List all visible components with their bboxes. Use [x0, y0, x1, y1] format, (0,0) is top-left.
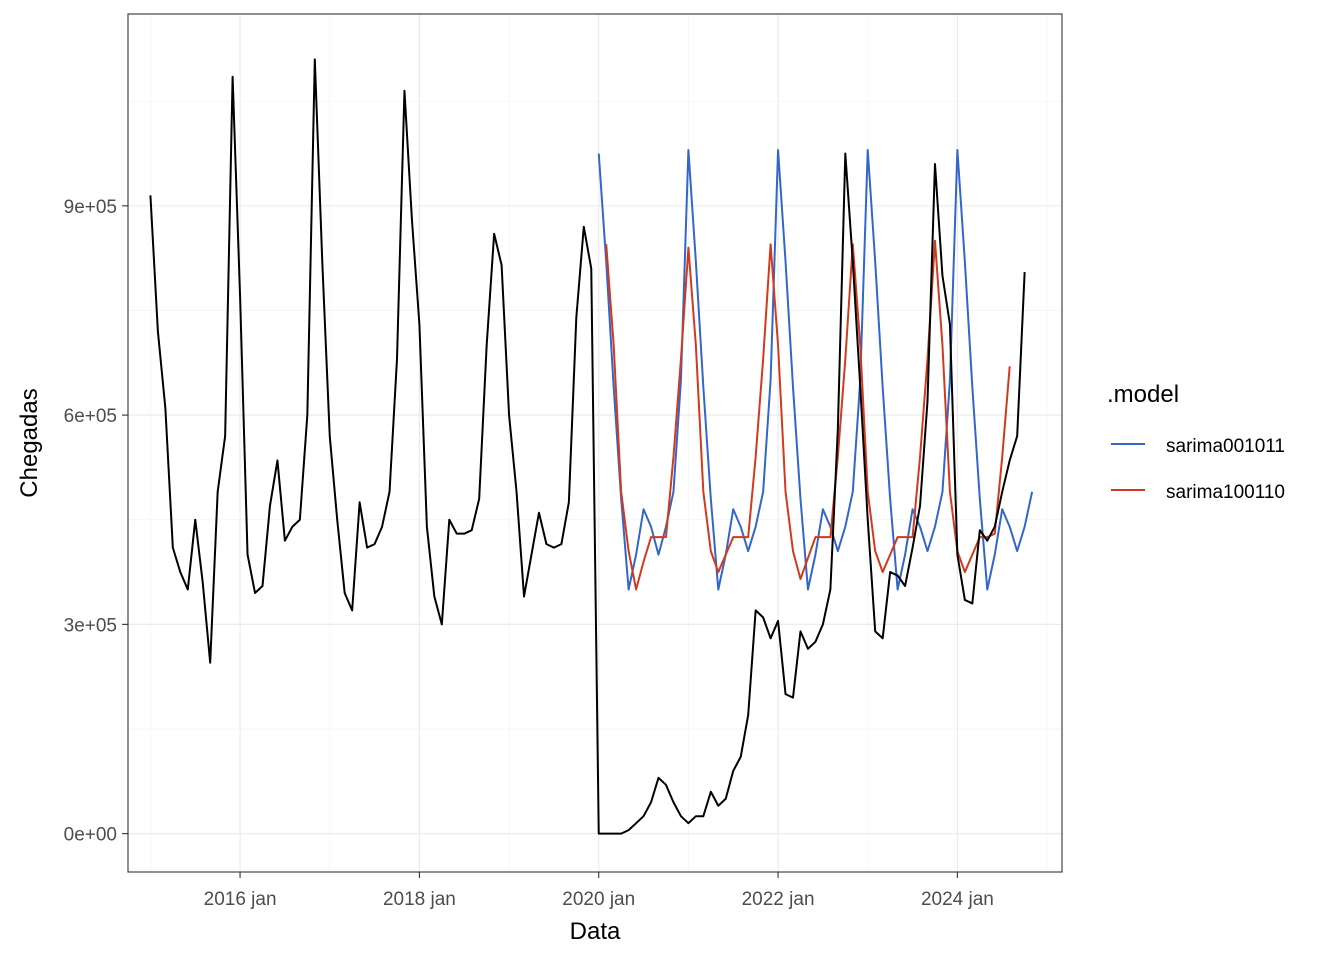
- x-axis: 2016 jan 2018 jan 2020 jan 2022 jan 2024 jan: [204, 872, 994, 910]
- series-line-sarima100110: [605, 239, 1011, 591]
- panel-border: [127, 13, 1063, 873]
- legend-label-sarima100110: sarima100110: [1166, 482, 1285, 503]
- y-tick-label: 0e+00: [64, 825, 117, 846]
- legend: .model sarima001011 sarima100110: [1107, 381, 1285, 503]
- y-axis: 0e+00 3e+05 6e+05 9e+05: [64, 197, 128, 846]
- series-layer: [149, 58, 1034, 835]
- x-tick-label: 2022 jan: [742, 889, 815, 910]
- x-tick-label: 2016 jan: [204, 889, 277, 910]
- major-grid: [128, 14, 1062, 872]
- legend-label-sarima001011: sarima001011: [1166, 436, 1285, 457]
- x-axis-title: Data: [570, 918, 621, 945]
- x-tick-label: 2024 jan: [921, 889, 994, 910]
- y-tick-label: 9e+05: [64, 197, 117, 218]
- legend-title: .model: [1107, 381, 1179, 408]
- y-tick-label: 6e+05: [64, 406, 117, 427]
- y-tick-label: 3e+05: [64, 615, 117, 636]
- y-axis-title: Chegadas: [16, 388, 43, 497]
- series-line-sarima001011: [597, 149, 1034, 591]
- series-line-actual: [149, 58, 1026, 835]
- x-tick-label: 2020 jan: [562, 889, 635, 910]
- x-tick-label: 2018 jan: [383, 889, 456, 910]
